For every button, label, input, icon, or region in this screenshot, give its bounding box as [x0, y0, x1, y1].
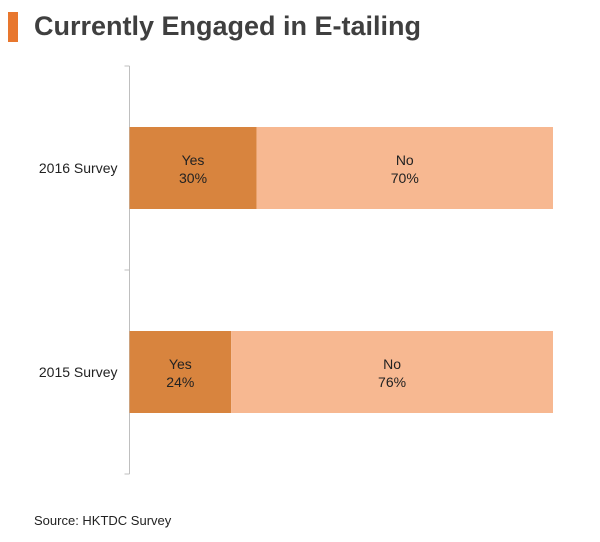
bars-layer [129, 127, 553, 413]
labels-layer: 2016 Survey Yes 30% No 70% 2015 Survey Yes 24% N… [39, 152, 419, 390]
source-note: Source: HKTDC Survey [34, 513, 172, 528]
data-label-value: 24% [166, 374, 194, 390]
bar-yes-1 [129, 127, 257, 209]
data-label-series: Yes [182, 152, 205, 168]
data-label-value: 76% [378, 374, 406, 390]
category-label: 2015 Survey [39, 364, 118, 380]
data-label-series: No [383, 356, 401, 372]
data-label-value: 30% [179, 170, 207, 186]
chart-title: Currently Engaged in E-tailing [34, 11, 422, 41]
data-label-series: Yes [169, 356, 192, 372]
data-label-value: 70% [391, 170, 419, 186]
data-label-series: No [396, 152, 414, 168]
category-label: 2016 Survey [39, 160, 118, 176]
bar-no-1 [256, 127, 553, 209]
bar-yes-2 [129, 331, 232, 413]
axis-layer [124, 65, 130, 475]
title-accent-bar [8, 12, 18, 42]
bar-no-2 [231, 331, 553, 413]
